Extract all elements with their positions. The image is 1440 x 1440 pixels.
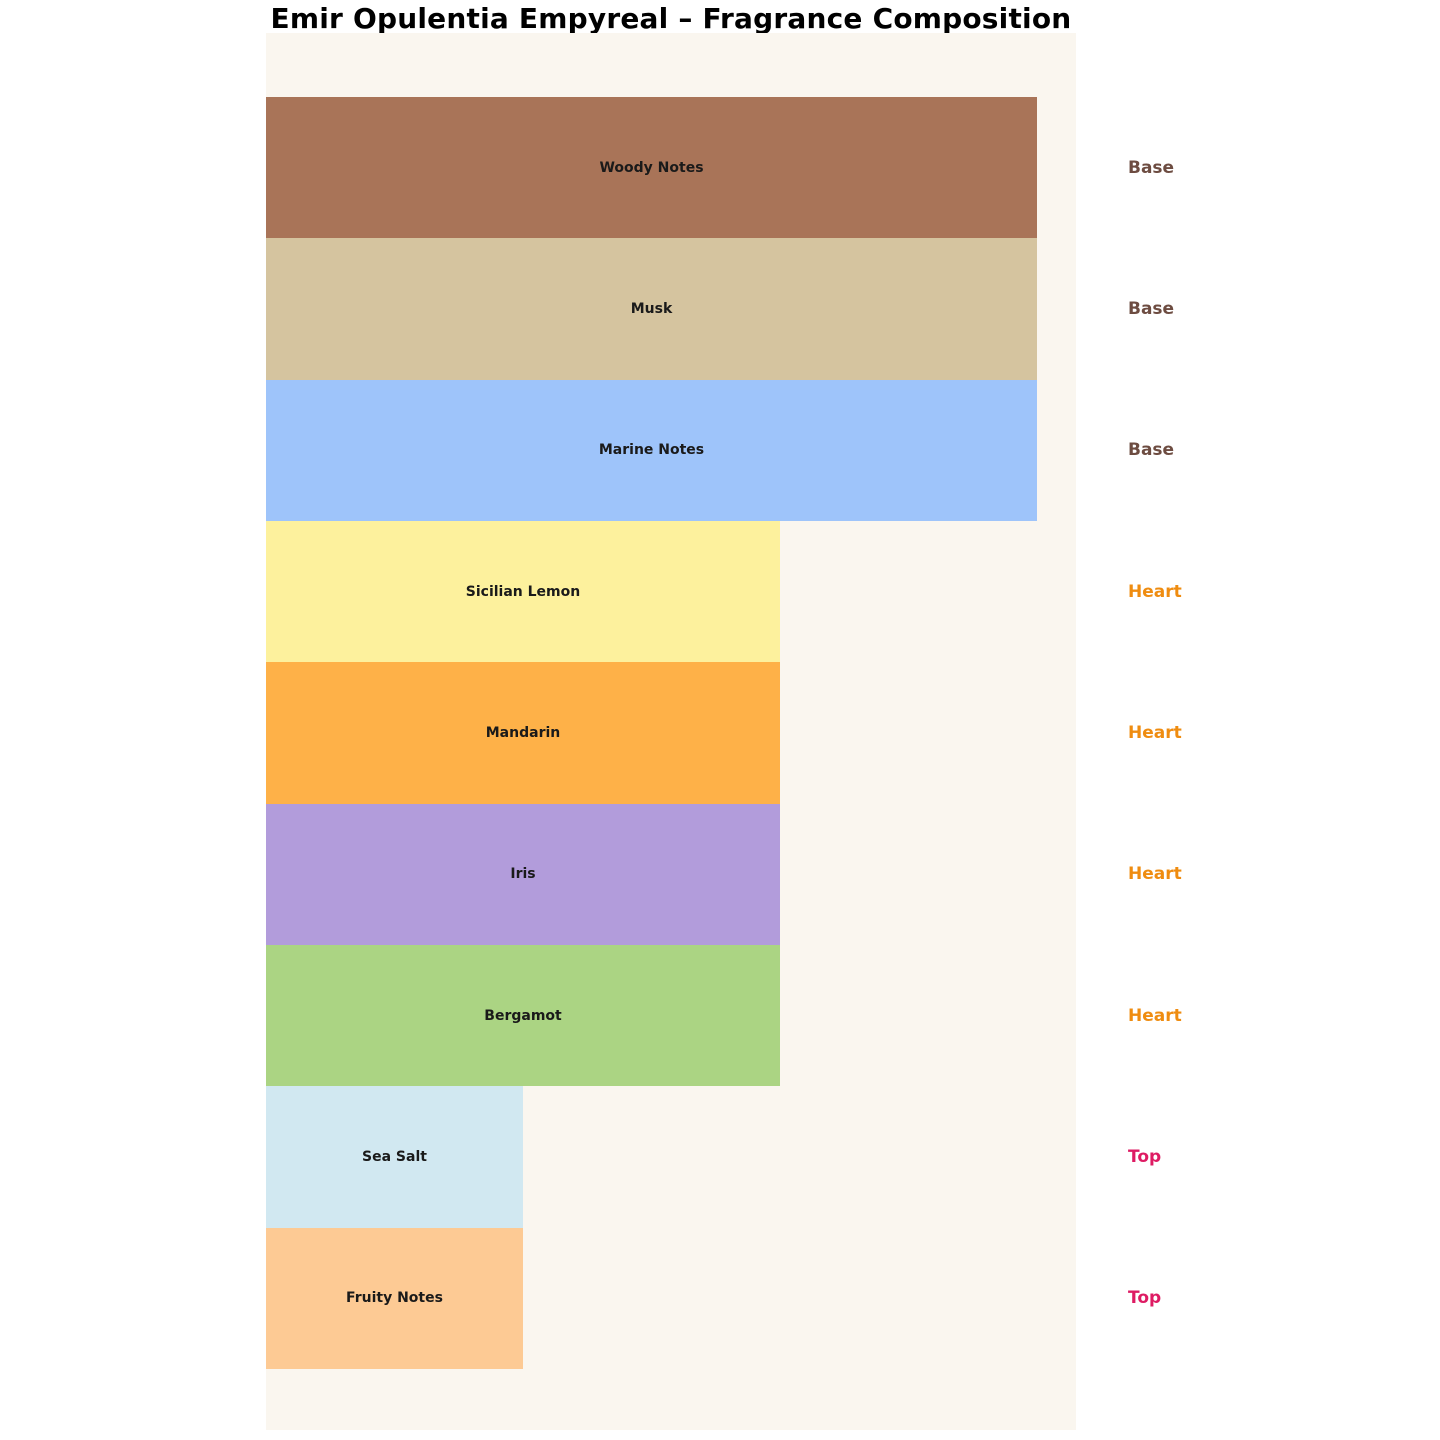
bar-label-sea-salt: Sea Salt [362,1149,427,1166]
bar-label-bergamot: Bergamot [484,1007,562,1024]
bar-label-woody-notes: Woody Notes [599,159,704,176]
bar-sicilian-lemon: Sicilian Lemon [266,521,780,663]
group-label-heart-3: Heart [1128,864,1182,885]
group-label-heart-4: Heart [1128,1005,1182,1026]
bar-label-sicilian-lemon: Sicilian Lemon [465,583,581,600]
bar-woody-notes: Woody Notes [266,97,1037,239]
group-label-heart-2: Heart [1128,723,1182,744]
bar-musk: Musk [266,238,1037,380]
bar-bergamot: Bergamot [266,945,780,1087]
bar-label-iris: Iris [510,866,536,883]
group-label-top-1: Top [1128,1147,1162,1168]
group-label-base-1: Base [1128,157,1175,178]
bar-label-musk: Musk [630,301,673,318]
group-label-top-2: Top [1128,1288,1162,1309]
group-label-base-2: Base [1128,299,1175,320]
bar-label-mandarin: Mandarin [485,725,561,742]
bar-iris: Iris [266,803,780,946]
bar-fruity-notes: Fruity Notes [266,1227,523,1370]
bar-mandarin: Mandarin [266,662,780,804]
group-label-base-3: Base [1128,440,1175,461]
bar-marine-notes: Marine Notes [266,379,1037,522]
group-label-heart-1: Heart [1128,581,1182,602]
bar-label-marine-notes: Marine Notes [598,442,705,459]
bar-label-fruity-notes: Fruity Notes [346,1290,443,1307]
bar-sea-salt: Sea Salt [266,1086,523,1228]
chart-title: Emir Opulentia Empyreal – Fragrance Comp… [270,2,1072,35]
